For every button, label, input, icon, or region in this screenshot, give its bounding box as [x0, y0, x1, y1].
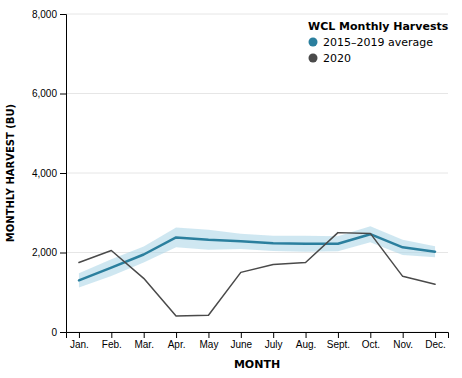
grid-line: [66, 14, 448, 15]
x-tick-mark: [208, 332, 209, 338]
legend-swatch: [309, 38, 318, 47]
legend-swatch: [309, 54, 318, 63]
x-tick-mark: [144, 332, 145, 338]
y-axis-title: MONTHLY HARVEST (BU): [5, 104, 16, 242]
x-tick-label: July: [265, 339, 283, 350]
legend-title: WCL Monthly Harvests: [308, 20, 449, 33]
x-axis: Jan. Feb. Mar. Apr. May June July Aug. Sept. Oct.…: [67, 332, 449, 350]
y-tick-label: 2,000: [32, 247, 57, 258]
x-tick-label: Feb.: [102, 339, 122, 350]
series-line: [79, 234, 435, 280]
x-tick: Apr.: [168, 332, 186, 350]
x-axis-line: [67, 333, 449, 339]
x-tick-mark: [79, 332, 80, 338]
x-tick: July: [265, 332, 283, 350]
y-tick-label: 4,000: [32, 168, 57, 179]
x-tick-label: Jan.: [70, 339, 89, 350]
x-tick: May: [199, 332, 218, 350]
y-tick-mark: [60, 14, 66, 15]
chart: 0 2,000 4,000 6,000 8,000 Jan. Feb. Mar. Apr. May…: [0, 0, 462, 378]
x-tick: Oct.: [362, 332, 380, 350]
marks: [79, 226, 435, 316]
x-tick: Dec.: [425, 332, 446, 350]
x-tick-label: June: [230, 339, 252, 350]
grid: [66, 14, 448, 332]
x-tick: Aug.: [296, 332, 317, 350]
x-tick: Feb.: [102, 332, 122, 350]
legend-item: 2015–2019 average: [309, 36, 434, 49]
y-tick: 4,000: [32, 168, 66, 179]
x-axis-title: MONTH: [234, 358, 280, 371]
grid-line: [66, 252, 448, 253]
plot-area: 0 2,000 4,000 6,000 8,000 Jan. Feb. Mar. Apr. May…: [32, 9, 449, 350]
grid-line: [66, 93, 448, 94]
y-tick-mark: [60, 94, 66, 95]
y-tick: 8,000: [32, 9, 66, 20]
y-tick: 6,000: [32, 88, 66, 99]
y-tick: 2,000: [32, 247, 66, 258]
x-tick-label: Apr.: [168, 339, 186, 350]
x-tick-label: Aug.: [296, 339, 317, 350]
y-axis: 0 2,000 4,000 6,000 8,000: [32, 9, 67, 338]
x-tick-mark: [338, 332, 339, 338]
x-tick-mark: [273, 332, 274, 338]
y-tick-mark: [60, 332, 66, 333]
y-tick-mark: [60, 253, 66, 254]
y-tick-mark: [60, 173, 66, 174]
legend-label: 2020: [323, 52, 351, 65]
x-tick-mark: [370, 332, 371, 338]
legend-item: 2020: [309, 52, 352, 65]
series-line: [79, 233, 435, 316]
confidence-band: [79, 226, 435, 287]
x-tick-label: Mar.: [134, 339, 153, 350]
legend: WCL Monthly Harvests 2015–2019 average 202…: [308, 20, 449, 65]
x-tick-label: Sept.: [327, 339, 350, 350]
x-tick-mark: [241, 332, 242, 338]
x-tick-mark: [306, 332, 307, 338]
legend-label: 2015–2019 average: [323, 36, 433, 49]
x-tick: Mar.: [134, 332, 153, 350]
y-tick-label: 8,000: [32, 9, 57, 20]
x-tick: Jan.: [70, 332, 89, 350]
x-tick-label: Dec.: [425, 339, 446, 350]
y-tick-label: 6,000: [32, 88, 57, 99]
x-tick-label: Oct.: [362, 339, 380, 350]
x-tick-mark: [403, 332, 404, 338]
y-axis-line: [60, 15, 67, 333]
x-tick: June: [230, 332, 252, 350]
x-tick-label: May: [199, 339, 218, 350]
x-tick-mark: [435, 332, 436, 338]
grid-line: [66, 173, 448, 174]
x-tick-label: Nov.: [393, 339, 413, 350]
x-tick: Nov.: [393, 332, 413, 350]
x-tick-mark: [111, 332, 112, 338]
y-tick: 0: [51, 327, 66, 338]
x-tick: Sept.: [327, 332, 350, 350]
y-tick-label: 0: [51, 327, 57, 338]
x-tick-mark: [176, 332, 177, 338]
